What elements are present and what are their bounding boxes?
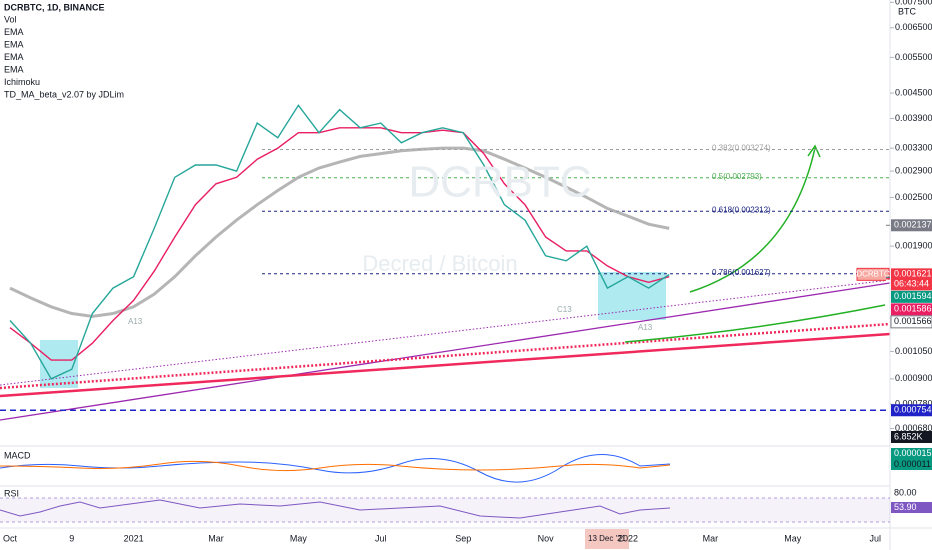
trend-line: [0, 322, 891, 390]
y-tick-label: 0.002500: [895, 192, 932, 202]
indicator-name: EMA: [4, 64, 24, 74]
y-tick-label: 0.002900: [895, 165, 932, 175]
macd-label: 0.000011: [894, 459, 931, 469]
symbol-badge-label: DCRBTC: [856, 269, 890, 278]
watermark: Decred / Bitcoin: [362, 251, 517, 276]
series-line: [9, 104, 670, 380]
y-unit: BTC: [898, 6, 917, 16]
price-badge: [891, 219, 932, 232]
arrow-head: [807, 144, 821, 158]
fib-label: 0.618(0.002312): [712, 205, 771, 214]
x-tick-label: Mar: [703, 533, 719, 543]
price-badge: [891, 268, 932, 291]
indicator-name: EMA: [4, 27, 24, 37]
symbol-title: DCRBTC, 1D, BINANCE: [4, 2, 105, 12]
fib-label: 0.5(0.002793): [712, 172, 762, 181]
price-label: 0.001586: [894, 304, 932, 314]
series-line: [9, 146, 670, 318]
y-tick-label: 0.000680: [895, 423, 932, 433]
x-tick-label: Oct: [3, 533, 18, 543]
macd-title: MACD: [4, 450, 31, 460]
y-tick-label: 0.001050: [895, 346, 932, 356]
y-tick-label: 0.006500: [895, 22, 932, 32]
price-badge: [891, 290, 932, 303]
price-badge: [891, 303, 932, 316]
symbol-badge: [856, 267, 890, 281]
price-label: 0.001566: [894, 316, 932, 326]
y-tick-label: 0.005500: [895, 52, 932, 62]
rsi-badge: [891, 502, 932, 513]
y-tick-label: 0.000780: [895, 399, 932, 409]
countdown: 06:43:44: [894, 279, 929, 289]
y-tick-label: 0.003300: [895, 143, 932, 153]
y-tick-label: 0.003900: [895, 113, 932, 123]
y-tick-label: 0.001900: [895, 241, 932, 251]
rsi-band: [0, 498, 890, 522]
price-label: 0.001594: [894, 291, 932, 301]
x-tick-label: 2021: [124, 533, 144, 543]
indicator-name: EMA: [4, 52, 24, 62]
x-tick-label: Sep: [455, 533, 471, 543]
rsi-value: 53.90: [894, 502, 917, 512]
trend-line: [0, 332, 891, 398]
macd-label: 0.000015: [894, 448, 932, 458]
y-tick-label: 0.000900: [895, 373, 932, 383]
indicator-name: Vol: [4, 14, 17, 24]
rsi-title: RSI: [4, 488, 19, 498]
watermark: DCRBTC: [408, 158, 591, 207]
x-tick-label: Nov: [538, 533, 555, 543]
highlight-box: [40, 340, 78, 388]
x-tick-label: Jul: [869, 533, 881, 543]
indicator-name: Ichimoku: [4, 77, 40, 87]
series-line: [9, 127, 670, 361]
indicator-name: EMA: [4, 39, 24, 49]
marker-label: C13: [557, 305, 572, 314]
main-pane: [0, 104, 891, 421]
y-tick-label: 0.004500: [895, 87, 932, 97]
projection-arrow: [624, 304, 886, 343]
marker-label: A13: [128, 317, 143, 326]
price-badge: [890, 315, 932, 329]
marker-label: A13: [638, 323, 653, 332]
x-tick-label: Mar: [208, 533, 224, 543]
x-tick-label: 9: [69, 533, 74, 543]
price-label: 0.002137: [894, 220, 932, 230]
fib-label: 0.786(0.001627): [712, 268, 771, 277]
trend-line: [0, 279, 891, 386]
time-cursor: 13 Dec '21: [588, 534, 627, 543]
signal-line: [0, 460, 671, 472]
price-label: 0.001621: [894, 269, 932, 279]
x-tick-label: May: [784, 533, 802, 543]
volume-label: 6.852K: [894, 431, 923, 441]
price-badge: [891, 404, 932, 417]
rsi-tick: 80.00: [894, 487, 917, 497]
trend-line: [0, 282, 891, 421]
x-tick-label: May: [290, 533, 308, 543]
time-cursor-bg: [585, 529, 629, 549]
x-tick-label: 2022: [618, 533, 638, 543]
x-tick-label: Jul: [375, 533, 387, 543]
indicator-list: Vol EMA EMA EMA EMA Ichimoku TD_MA_beta_v2.07 …: [4, 14, 124, 99]
rsi-line: [0, 499, 671, 519]
projection-arrow: [689, 147, 816, 293]
macd-badge: [891, 459, 932, 470]
macd-badge: [891, 448, 932, 459]
indicator-name: TD_MA_beta_v2.07 by JDLim: [4, 89, 124, 99]
fib-label: 0.382(0.003274): [712, 144, 771, 153]
y-tick-label: 0.007500: [895, 0, 932, 7]
price-label: 0.000754: [894, 405, 932, 415]
volume-badge: [891, 431, 932, 443]
